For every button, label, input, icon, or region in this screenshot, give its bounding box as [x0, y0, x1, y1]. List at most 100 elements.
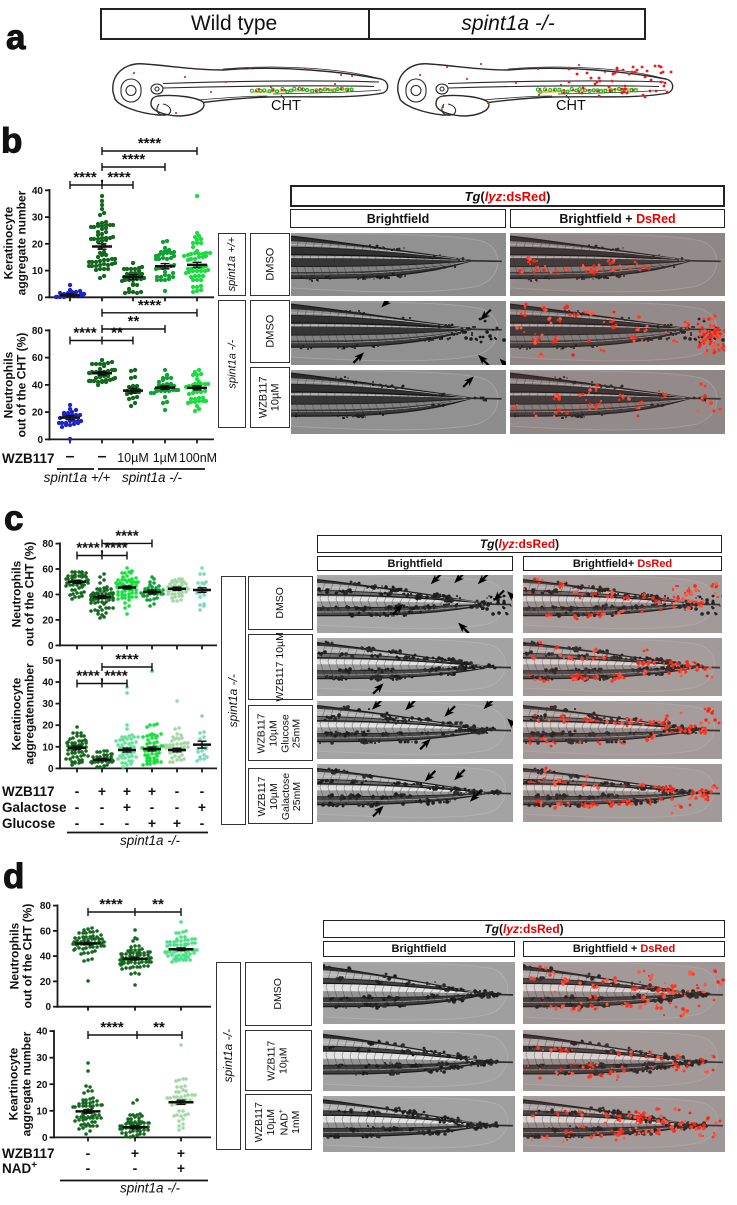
svg-text:-: -: [133, 1160, 138, 1176]
svg-text:Neutrophils: Neutrophils: [10, 560, 24, 627]
svg-text:c: c: [4, 505, 23, 538]
svg-text:out of the CHT (%): out of the CHT (%): [21, 904, 35, 1009]
svg-text:out of the CHT (%): out of the CHT (%): [23, 542, 37, 647]
svg-text:d: d: [3, 860, 24, 896]
svg-text:40: 40: [40, 952, 52, 963]
svg-text:20: 20: [32, 239, 44, 250]
svg-text:60: 60: [42, 565, 54, 576]
svg-text:aggregate number: aggregate number: [15, 190, 29, 295]
svg-text:-: -: [75, 815, 80, 831]
svg-text:80: 80: [40, 901, 52, 912]
svg-text:Keratinocyte: Keratinocyte: [2, 206, 16, 279]
svg-text:-: -: [100, 815, 105, 831]
svg-text:+: +: [173, 815, 181, 831]
svg-text:-: -: [175, 799, 180, 815]
svg-text:,: ,: [100, 169, 104, 186]
svg-text:–: –: [66, 448, 75, 465]
svg-text:b: b: [1, 122, 22, 161]
svg-text:+: +: [123, 799, 131, 815]
svg-text:Keartinocyte: Keartinocyte: [7, 1047, 21, 1120]
svg-text:60: 60: [32, 353, 44, 364]
svg-text:0: 0: [45, 1002, 51, 1013]
svg-text:0: 0: [42, 1133, 48, 1144]
svg-text:40: 40: [32, 380, 44, 391]
svg-text:-: -: [200, 783, 205, 799]
svg-text:****: ****: [115, 651, 139, 668]
svg-text:****: ****: [100, 1019, 124, 1036]
svg-text:**: **: [128, 313, 140, 330]
svg-text:a: a: [6, 18, 26, 57]
svg-text:40: 40: [36, 1027, 48, 1038]
svg-text:100nM: 100nM: [179, 451, 217, 465]
svg-text:CHT: CHT: [271, 98, 301, 114]
svg-text:WZB117: WZB117: [2, 784, 55, 799]
svg-text:Galactose: Galactose: [2, 800, 67, 815]
svg-text:NAD+: NAD+: [2, 1160, 37, 1176]
svg-text:0: 0: [37, 293, 43, 304]
svg-text:10: 10: [32, 266, 44, 277]
svg-text:20: 20: [32, 408, 44, 419]
svg-text:**: **: [152, 896, 164, 913]
svg-text:Keratinocyte: Keratinocyte: [10, 677, 24, 750]
svg-text:****: ****: [138, 297, 162, 314]
svg-text:CHT: CHT: [556, 98, 586, 114]
svg-text:****: ****: [138, 135, 162, 152]
svg-text:0: 0: [37, 435, 43, 446]
svg-text:****: ****: [76, 540, 100, 557]
svg-text:,: ,: [100, 668, 104, 685]
svg-text:20: 20: [42, 615, 54, 626]
svg-text:80: 80: [42, 539, 54, 550]
svg-text:spint1a -/-: spint1a -/-: [122, 470, 183, 485]
svg-text:+: +: [148, 783, 156, 799]
svg-text:30: 30: [42, 699, 54, 710]
svg-text:10: 10: [42, 742, 54, 753]
svg-text:spint1a +/+: spint1a +/+: [44, 470, 111, 485]
svg-text:20: 20: [36, 1080, 48, 1091]
svg-text:0: 0: [48, 641, 54, 652]
svg-text:spint1a -/-: spint1a -/-: [120, 833, 181, 848]
svg-text:40: 40: [32, 186, 44, 197]
svg-text:+: +: [177, 1160, 185, 1176]
svg-text:-: -: [75, 783, 80, 799]
svg-text:-: -: [200, 815, 205, 831]
svg-text:aggregate number: aggregate number: [20, 1031, 34, 1136]
svg-text:20: 20: [40, 977, 52, 988]
svg-text:****: ****: [73, 325, 97, 342]
svg-text:Neutrophils: Neutrophils: [2, 351, 16, 418]
svg-text:**: **: [111, 325, 123, 342]
svg-text:****: ****: [104, 668, 128, 685]
svg-text:****: ****: [107, 169, 131, 186]
svg-text:80: 80: [32, 326, 44, 337]
svg-text:WZB117: WZB117: [2, 451, 55, 466]
svg-text:****: ****: [73, 169, 97, 186]
svg-text:-: -: [100, 799, 105, 815]
svg-text:–: –: [98, 448, 107, 465]
svg-text:aggregatenumber: aggregatenumber: [23, 663, 37, 765]
svg-text:spint1a -/-: spint1a -/-: [120, 1181, 181, 1196]
svg-text:+: +: [198, 799, 206, 815]
svg-text:60: 60: [40, 926, 52, 937]
svg-text:+: +: [177, 1145, 185, 1161]
svg-text:,: ,: [100, 540, 104, 557]
svg-text:10µM: 10µM: [117, 451, 149, 465]
svg-text:**: **: [153, 1019, 165, 1036]
svg-text:1µM: 1µM: [153, 451, 178, 465]
svg-text:out of the CHT (%): out of the CHT (%): [15, 333, 29, 438]
svg-text:-: -: [86, 1145, 91, 1161]
svg-text:Neutrophils: Neutrophils: [8, 922, 22, 989]
svg-text:30: 30: [36, 1053, 48, 1064]
svg-text:-: -: [86, 1160, 91, 1176]
svg-text:+: +: [123, 783, 131, 799]
svg-text:30: 30: [32, 213, 44, 224]
svg-text:+: +: [148, 815, 156, 831]
svg-text:WZB117: WZB117: [2, 1146, 55, 1161]
svg-text:-: -: [125, 815, 130, 831]
svg-text:+: +: [131, 1145, 139, 1161]
svg-text:-: -: [150, 799, 155, 815]
svg-text:Glucose: Glucose: [2, 816, 56, 831]
svg-text:50: 50: [42, 656, 54, 667]
svg-text:****: ****: [76, 668, 100, 685]
svg-text:10: 10: [36, 1106, 48, 1117]
svg-text:-: -: [175, 783, 180, 799]
svg-text:****: ****: [99, 896, 123, 913]
